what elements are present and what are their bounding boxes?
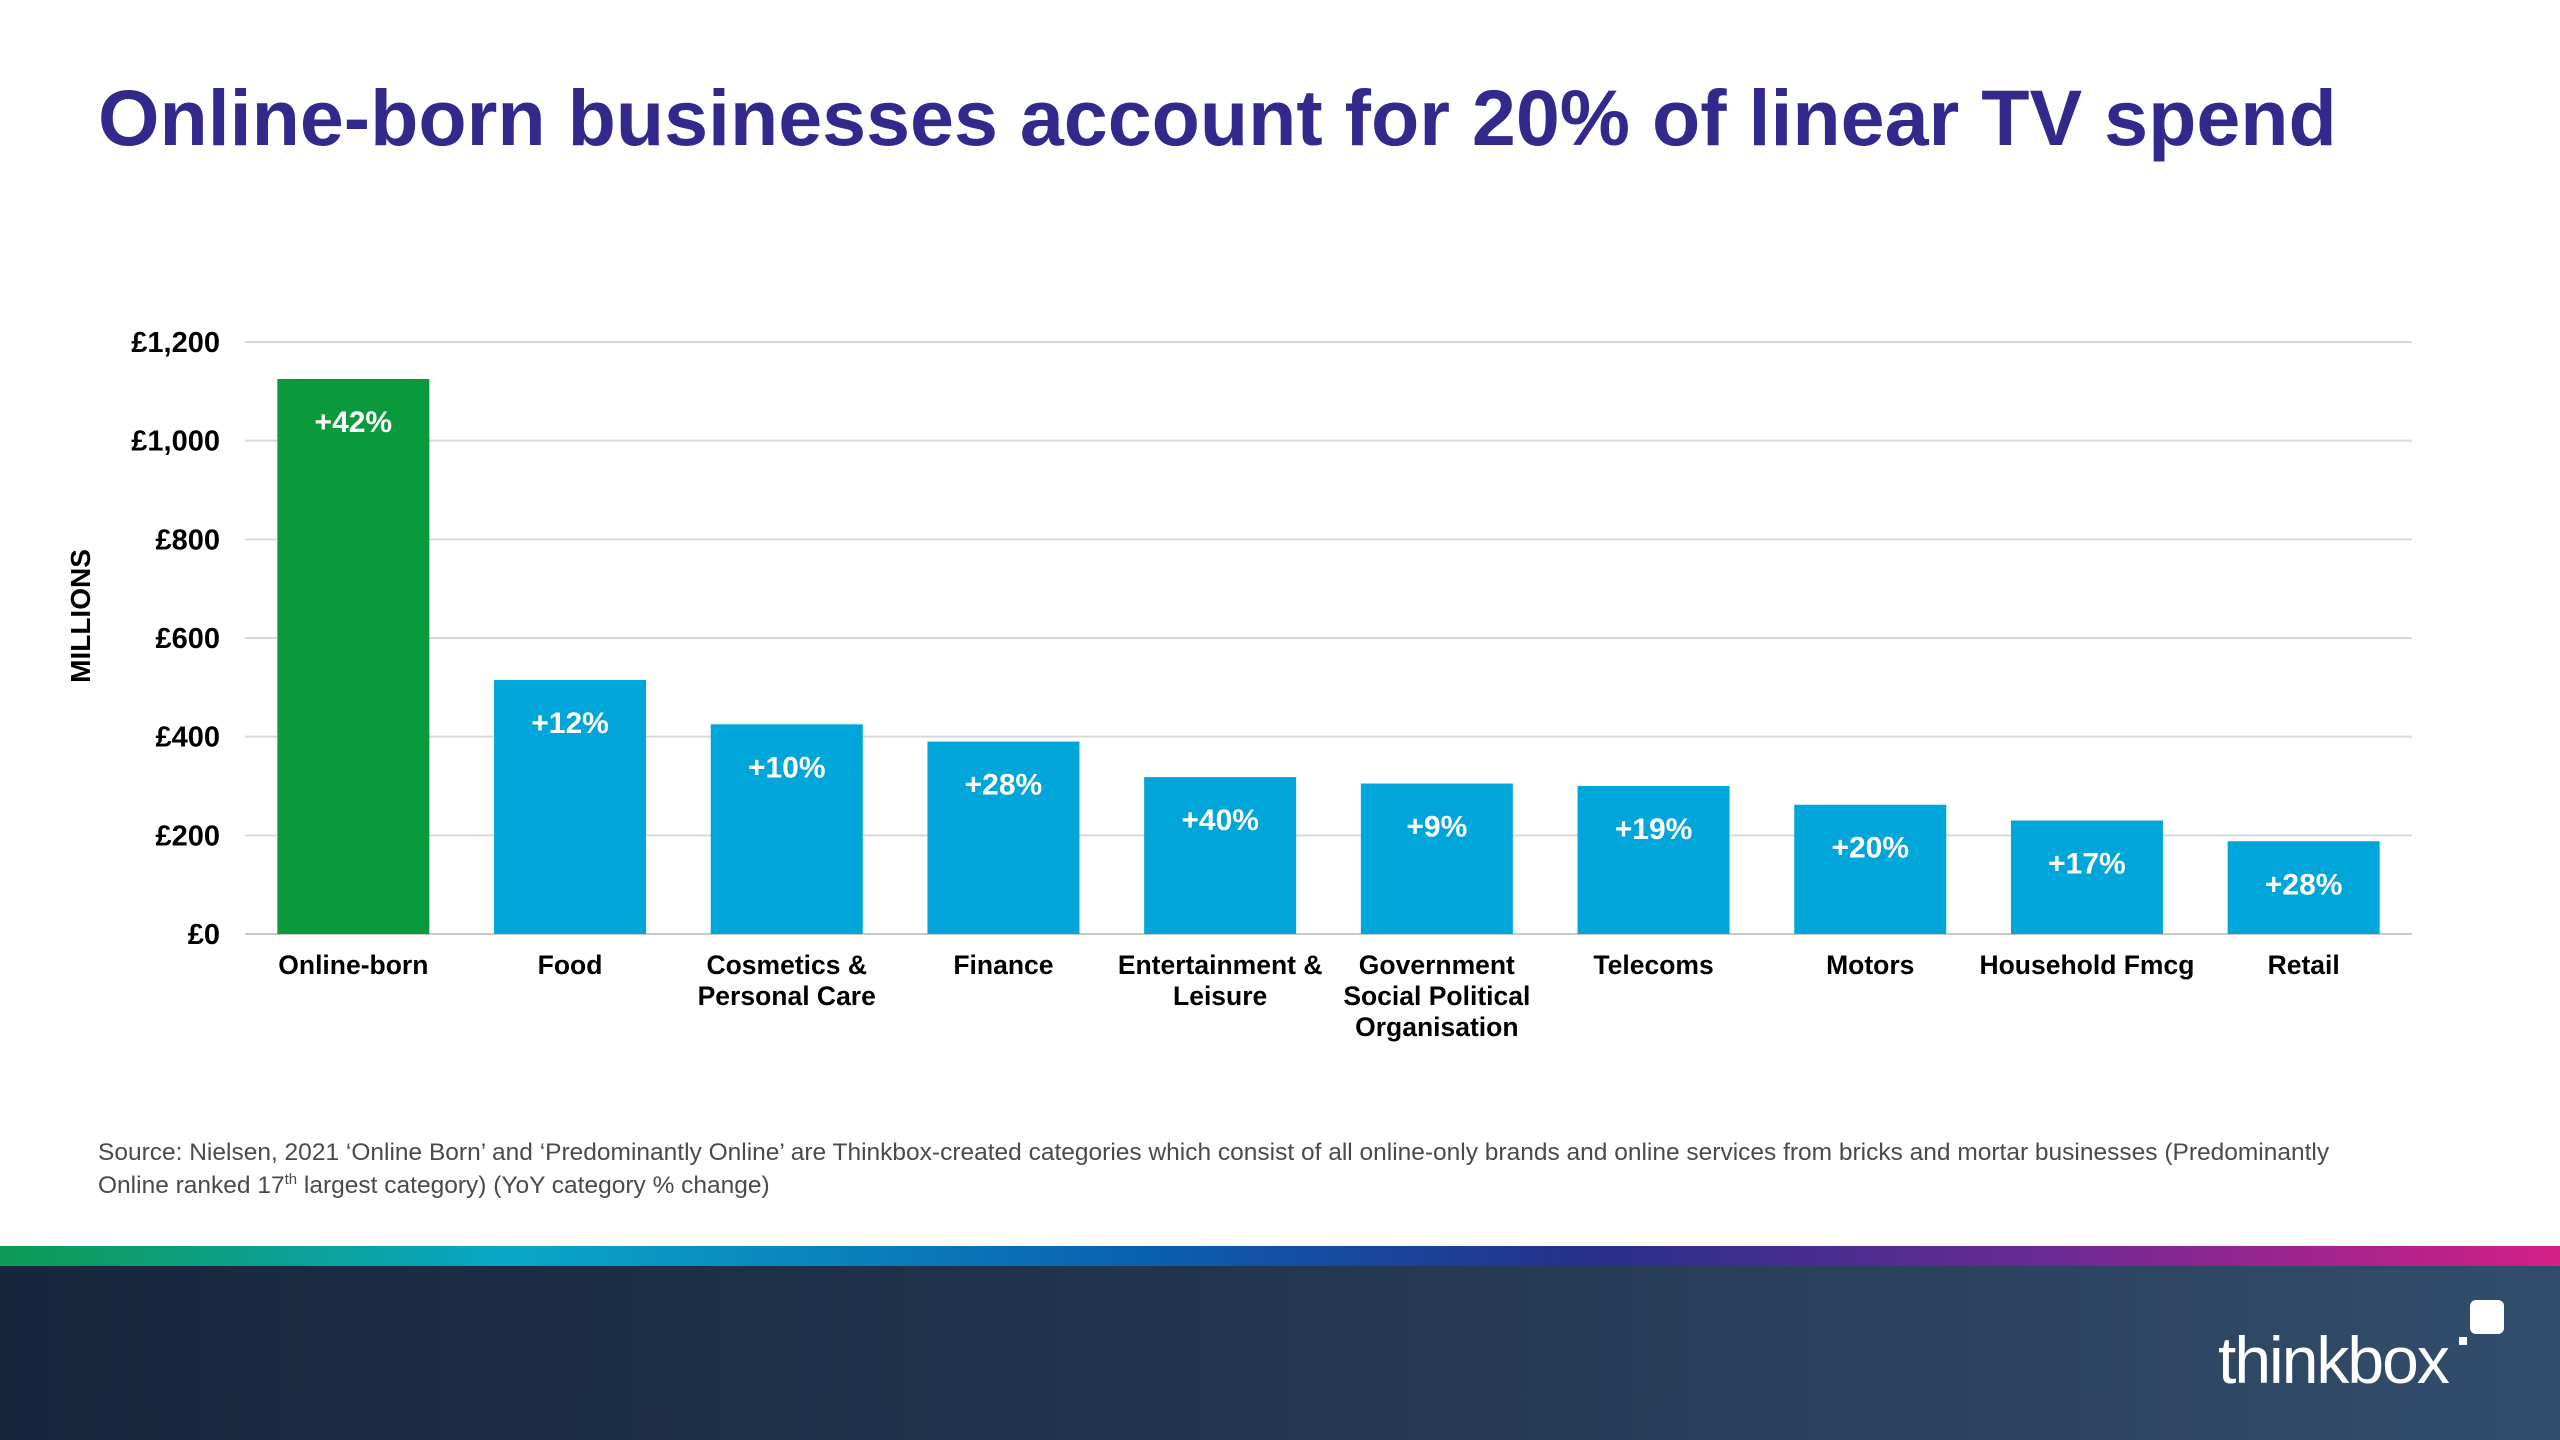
- y-tick-label: £1,200: [131, 327, 220, 359]
- x-tick-label: Food: [538, 950, 603, 980]
- x-tick-label: Telecoms: [1593, 950, 1713, 980]
- bar: [2010, 820, 2163, 934]
- logo-square-icon: [2470, 1300, 2504, 1334]
- source-text-end: largest category) (YoY category % change…: [297, 1172, 770, 1199]
- x-tick-label-line: Leisure: [1173, 981, 1267, 1011]
- x-tick-label: Entertainment & Leisure: [1118, 950, 1323, 1011]
- source-text: Source: Nielsen, 2021 ‘Online Born’ and …: [98, 1139, 2330, 1199]
- bar-data-label: +9%: [1406, 811, 1467, 844]
- bar: [1577, 786, 1730, 934]
- source-superscript: th: [284, 1170, 298, 1188]
- x-tick-label: Retail: [2268, 950, 2340, 980]
- y-tick-label: £0: [188, 919, 220, 951]
- bar: [1360, 783, 1513, 934]
- bar: [494, 679, 647, 934]
- bars: +42% +12% +10% +28% +40% +9% +19% +20% +17% +28%: [277, 379, 2380, 934]
- brand-gradient-strip: [0, 1246, 2560, 1266]
- bar: [2227, 841, 2380, 934]
- bar-data-label: +10%: [748, 751, 826, 784]
- x-tick-label-line: Finance: [953, 950, 1053, 980]
- y-axis-label: MILLIONS: [65, 549, 96, 683]
- thinkbox-logo: thinkbox: [2218, 1323, 2450, 1397]
- x-tick-label-line: Organisation: [1355, 1012, 1518, 1042]
- x-tick-label: Cosmetics & Personal Care: [698, 950, 876, 1011]
- bar-data-label: +40%: [1181, 804, 1259, 837]
- y-tick-label: £200: [155, 820, 220, 852]
- bar-data-label: +28%: [965, 769, 1043, 802]
- page-title: Online-born businesses account for 20% o…: [98, 73, 2337, 162]
- x-tick-label: Finance: [953, 950, 1053, 980]
- bar: [710, 724, 863, 934]
- y-tick-label: £600: [155, 623, 220, 655]
- bar: [1794, 804, 1947, 934]
- x-tick-label: Household Fmcg: [1979, 950, 2194, 980]
- bar: [277, 379, 430, 934]
- y-tick-label: £1,000: [131, 426, 220, 458]
- bar-data-label: +19%: [1615, 813, 1693, 846]
- y-axis-ticks: £0 £200 £400 £600 £800 £1,000 £1,200: [131, 327, 220, 951]
- x-tick-label-line: Online-born: [278, 950, 428, 980]
- x-tick-label-line: Telecoms: [1593, 950, 1713, 980]
- bar-data-label: +28%: [2265, 868, 2343, 901]
- x-tick-label-line: Social Political: [1343, 981, 1530, 1011]
- x-tick-label-line: Cosmetics &: [706, 950, 867, 980]
- x-tick-label-line: Food: [538, 950, 603, 980]
- x-tick-label-line: Personal Care: [698, 981, 876, 1011]
- y-tick-label: £400: [155, 722, 220, 754]
- source-note: Source: Nielsen, 2021 ‘Online Born’ and …: [98, 1136, 2398, 1202]
- bar-data-label: +42%: [315, 406, 393, 439]
- bar-data-label: +20%: [1831, 832, 1909, 865]
- bar: [1144, 777, 1297, 934]
- x-tick-label-line: Government: [1359, 950, 1515, 980]
- y-tick-label: £800: [155, 524, 220, 556]
- x-axis-labels: Online-born Food Cosmetics & Personal Care F…: [278, 950, 2339, 1042]
- x-tick-label: Motors: [1826, 950, 1914, 980]
- footer-band: [0, 1266, 2560, 1440]
- bar: [927, 741, 1080, 934]
- x-tick-label-line: Motors: [1826, 950, 1914, 980]
- x-tick-label-line: Household Fmcg: [1979, 950, 2194, 980]
- bar-data-label: +12%: [531, 707, 609, 740]
- x-tick-label: Government Social Political Organisation: [1343, 950, 1530, 1042]
- x-tick-label-line: Retail: [2268, 950, 2340, 980]
- x-tick-label: Online-born: [278, 950, 428, 980]
- bar-chart: £0£200£400£600£800£1,000£1,200 MILLIONS …: [65, 327, 2412, 1042]
- logo-dot-icon: [2459, 1337, 2467, 1345]
- x-tick-label-line: Entertainment &: [1118, 950, 1323, 980]
- bar-data-label: +17%: [2048, 848, 2126, 881]
